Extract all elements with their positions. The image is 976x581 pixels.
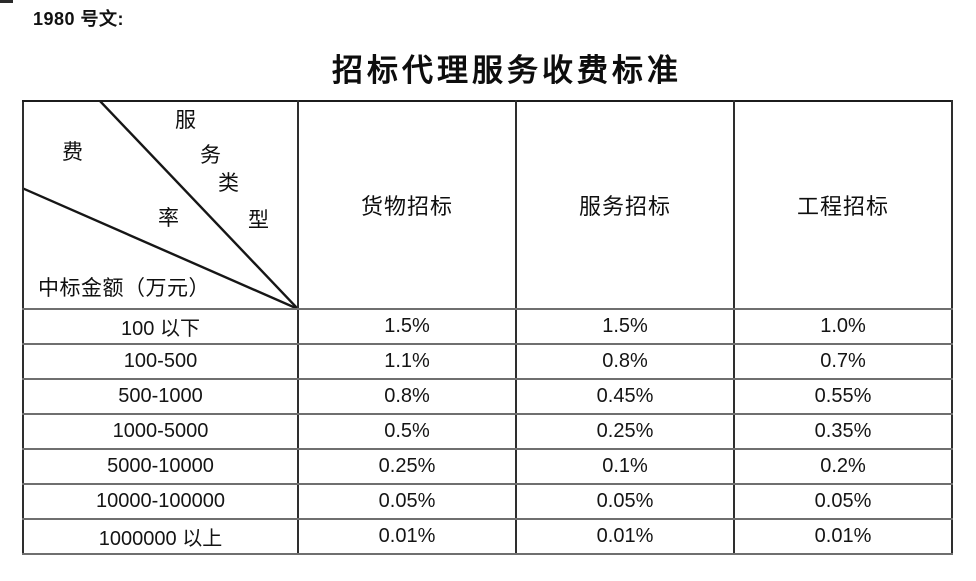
goods-rate-cell: 0.01% <box>297 518 517 555</box>
corner-service-char-1: 服 <box>175 108 196 132</box>
goods-rate-cell: 1.1% <box>297 343 517 380</box>
service-rate-cell: 0.01% <box>515 518 735 555</box>
engineering-rate-cell: 0.05% <box>733 483 953 520</box>
amount-range-cell: 1000000 以上 <box>22 518 299 555</box>
corner-fee-char-2: 率 <box>158 206 179 230</box>
engineering-rate-cell: 0.35% <box>733 413 953 450</box>
service-rate-cell: 0.25% <box>515 413 735 450</box>
amount-range-cell: 1000-5000 <box>22 413 299 450</box>
service-rate-cell: 0.8% <box>515 343 735 380</box>
table-row: 1000000 以上 0.01% 0.01% 0.01% <box>22 518 953 555</box>
table-row: 5000-10000 0.25% 0.1% 0.2% <box>22 448 953 485</box>
engineering-rate-cell: 0.2% <box>733 448 953 485</box>
amount-range-cell: 100 以下 <box>22 308 299 345</box>
table-row: 1000-5000 0.5% 0.25% 0.35% <box>22 413 953 450</box>
column-header-service: 服务招标 <box>515 100 735 310</box>
document-reference: 1980 号文: <box>33 9 125 29</box>
table-row: 100-500 1.1% 0.8% 0.7% <box>22 343 953 380</box>
goods-rate-cell: 0.25% <box>297 448 517 485</box>
engineering-rate-cell: 0.55% <box>733 378 953 415</box>
engineering-rate-cell: 0.01% <box>733 518 953 555</box>
engineering-rate-cell: 1.0% <box>733 308 953 345</box>
table-row: 500-1000 0.8% 0.45% 0.55% <box>22 378 953 415</box>
corner-service-char-4: 型 <box>248 208 269 232</box>
amount-range-cell: 10000-100000 <box>22 483 299 520</box>
table-row: 10000-100000 0.05% 0.05% 0.05% <box>22 483 953 520</box>
column-header-engineering: 工程招标 <box>733 100 953 310</box>
service-rate-cell: 1.5% <box>515 308 735 345</box>
goods-rate-cell: 0.05% <box>297 483 517 520</box>
fee-standard-table: 费 率 服 务 类 型 中标金额（万元） 货物招标 服务招标 工程招标 100 … <box>22 100 953 555</box>
goods-rate-cell: 0.5% <box>297 413 517 450</box>
service-rate-cell: 0.1% <box>515 448 735 485</box>
page-corner-artifact <box>0 0 13 3</box>
service-rate-cell: 0.45% <box>515 378 735 415</box>
table-row: 100 以下 1.5% 1.5% 1.0% <box>22 308 953 345</box>
corner-row-axis-label: 中标金额（万元） <box>38 276 210 300</box>
goods-rate-cell: 1.5% <box>297 308 517 345</box>
goods-rate-cell: 0.8% <box>297 378 517 415</box>
corner-service-char-3: 类 <box>218 171 239 195</box>
amount-range-cell: 500-1000 <box>22 378 299 415</box>
diagonal-lines <box>25 103 296 307</box>
column-header-goods: 货物招标 <box>297 100 517 310</box>
amount-range-cell: 5000-10000 <box>22 448 299 485</box>
amount-range-cell: 100-500 <box>22 343 299 380</box>
engineering-rate-cell: 0.7% <box>733 343 953 380</box>
service-rate-cell: 0.05% <box>515 483 735 520</box>
table-header-row: 费 率 服 务 类 型 中标金额（万元） 货物招标 服务招标 工程招标 <box>22 100 953 310</box>
diagonal-split-header-cell: 费 率 服 务 类 型 中标金额（万元） <box>22 100 299 310</box>
corner-fee-char-1: 费 <box>62 140 83 164</box>
corner-service-char-2: 务 <box>200 143 221 167</box>
page-title: 招标代理服务收费标准 <box>332 53 682 88</box>
